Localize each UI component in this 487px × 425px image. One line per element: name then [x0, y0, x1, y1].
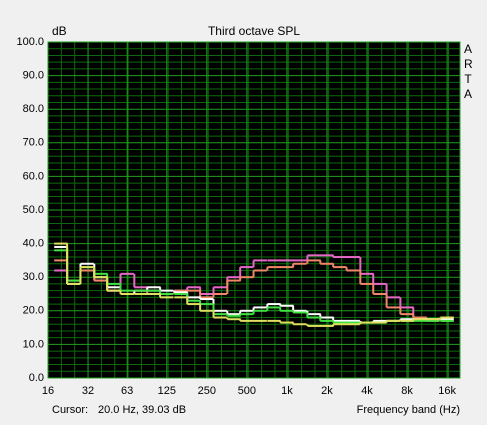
chart-title: Third octave SPL [208, 24, 300, 38]
x-tick-label: 125 [158, 385, 176, 397]
y-tick-label: 70.0 [23, 137, 44, 149]
plot-border [47, 41, 461, 379]
x-tick-label: 16 [42, 385, 54, 397]
watermark: ARTA [464, 42, 473, 101]
y-tick-label: 60.0 [23, 170, 44, 182]
cursor-label: Cursor: [52, 404, 88, 416]
x-tick-label: 8k [401, 385, 413, 397]
x-tick-label: 1k [281, 385, 293, 397]
cursor-readout: 20.0 Hz, 39.03 dB [98, 404, 186, 416]
y-tick-label: 0.0 [29, 372, 44, 384]
y-tick-label: 50.0 [23, 204, 44, 216]
y-tick-label: 30.0 [23, 271, 44, 283]
x-tick-label: 16k [438, 385, 456, 397]
y-tick-label: 100.0 [16, 36, 44, 48]
x-axis-label: Frequency band (Hz) [357, 404, 460, 416]
x-tick-label: 4k [361, 385, 373, 397]
x-tick-label: 32 [82, 385, 94, 397]
y-tick-label: 80.0 [23, 103, 44, 115]
x-tick-label: 500 [238, 385, 256, 397]
x-tick-label: 63 [121, 385, 133, 397]
y-tick-label: 90.0 [23, 70, 44, 82]
x-tick-label: 2k [321, 385, 333, 397]
y-axis-label: dB [52, 24, 67, 38]
x-tick-label: 250 [198, 385, 216, 397]
y-tick-label: 20.0 [23, 305, 44, 317]
y-tick-label: 40.0 [23, 238, 44, 250]
y-tick-label: 10.0 [23, 338, 44, 350]
